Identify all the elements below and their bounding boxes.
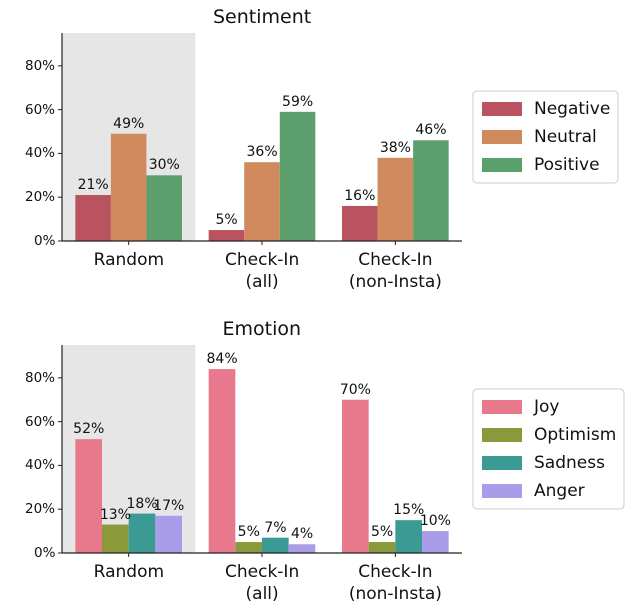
bar xyxy=(342,399,369,553)
value-label: 49% xyxy=(113,115,145,132)
x-tick-label: Check-In (non-Insta) xyxy=(348,250,442,292)
y-tick-label: 0% xyxy=(34,545,56,561)
bar xyxy=(208,369,236,553)
x-tick-label: Random xyxy=(93,562,165,582)
legend-label: Neutral xyxy=(534,127,597,147)
bar xyxy=(155,515,182,553)
x-tick-label: Check-In (non-Insta) xyxy=(348,562,442,604)
x-tick-label: Random xyxy=(93,250,165,270)
bar xyxy=(377,157,414,241)
value-label: 46% xyxy=(415,122,447,139)
bar xyxy=(413,140,449,241)
chart-title: Emotion xyxy=(222,317,302,340)
bar xyxy=(342,205,378,241)
y-tick-label: 80% xyxy=(25,57,56,74)
bar xyxy=(75,195,111,241)
value-label: 5% xyxy=(371,524,394,541)
legend-label: Joy xyxy=(534,397,560,417)
value-label: 15% xyxy=(393,502,425,519)
value-label: 5% xyxy=(215,212,238,229)
value-label: 7% xyxy=(264,519,287,536)
y-tick-label: 40% xyxy=(25,145,56,162)
y-tick-label: 80% xyxy=(25,369,56,386)
x-tick-label: Check-In (all) xyxy=(225,250,300,292)
legend-label: Optimism xyxy=(534,425,617,445)
value-label: 4% xyxy=(291,526,314,543)
legend-label: Positive xyxy=(534,155,600,175)
legend-swatch xyxy=(482,102,522,116)
legend-box xyxy=(472,388,625,510)
bar xyxy=(262,537,289,553)
value-label: 52% xyxy=(73,421,105,438)
bar xyxy=(279,111,316,242)
value-label: 16% xyxy=(344,187,376,204)
bar xyxy=(75,439,102,553)
legend-swatch xyxy=(482,428,522,442)
y-tick-label: 40% xyxy=(25,457,56,474)
bar xyxy=(395,520,422,553)
y-tick-label: 60% xyxy=(25,413,56,430)
bar xyxy=(128,513,156,553)
legend-label: Sadness xyxy=(534,453,605,473)
legend-swatch xyxy=(482,484,522,498)
chart-title: Sentiment xyxy=(213,5,312,28)
y-tick-label: 20% xyxy=(25,189,56,206)
value-label: 10% xyxy=(419,513,451,530)
legend-swatch xyxy=(482,456,522,470)
value-label: 21% xyxy=(77,177,109,194)
y-tick-label: 20% xyxy=(25,501,56,518)
value-label: 59% xyxy=(282,93,314,110)
legend-label: Anger xyxy=(534,481,585,501)
value-label: 70% xyxy=(339,381,371,398)
bar xyxy=(235,542,262,553)
value-label: 38% xyxy=(379,139,411,156)
value-label: 17% xyxy=(153,497,185,514)
bar xyxy=(288,544,316,553)
y-tick-label: 60% xyxy=(25,101,56,118)
bar xyxy=(146,175,182,241)
x-tick-label: Check-In (all) xyxy=(225,562,300,604)
legend-swatch xyxy=(482,400,522,414)
y-tick-label: 0% xyxy=(34,233,56,249)
value-label: 5% xyxy=(237,524,260,541)
bar xyxy=(368,542,396,553)
legend-swatch xyxy=(482,130,522,144)
legend-label: Negative xyxy=(534,99,611,119)
value-label: 30% xyxy=(148,157,180,174)
value-label: 84% xyxy=(206,351,238,368)
legend-swatch xyxy=(482,158,522,172)
value-label: 36% xyxy=(246,144,278,161)
value-label: 18% xyxy=(126,495,158,512)
bar xyxy=(244,162,280,241)
bar xyxy=(208,230,245,241)
bar xyxy=(422,531,449,553)
bar xyxy=(102,524,129,553)
value-label: 13% xyxy=(99,506,131,523)
bar xyxy=(110,133,147,241)
